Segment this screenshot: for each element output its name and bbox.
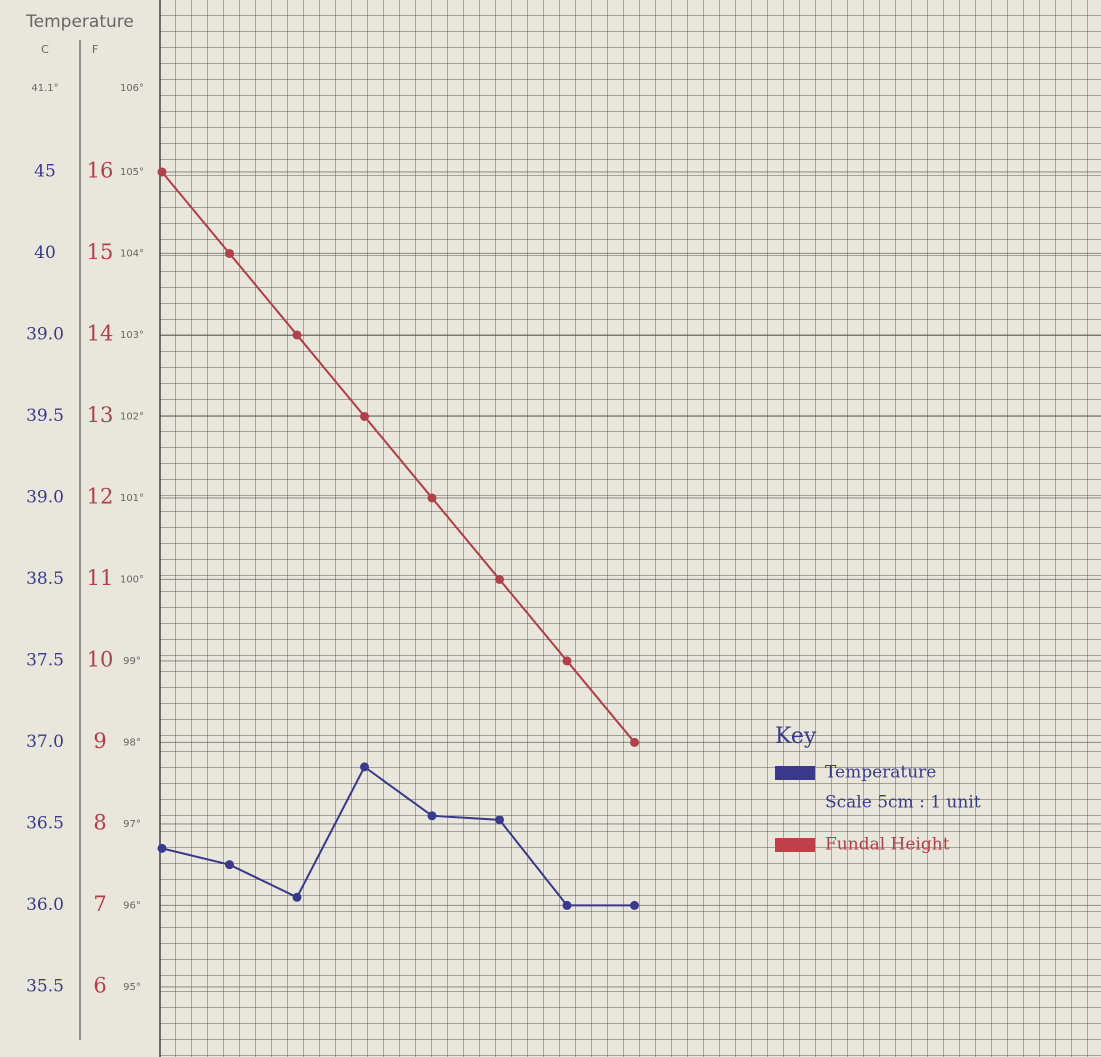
fahrenheit-label: 101°: [120, 493, 144, 504]
celsius-label: 38.5: [26, 569, 64, 589]
data-point: [428, 811, 437, 820]
fahrenheit-label: 103°: [120, 330, 144, 341]
data-point: [158, 167, 167, 176]
data-point: [158, 844, 167, 853]
celsius-label: 39.5: [26, 406, 64, 426]
y-tick-label: 14: [87, 321, 114, 345]
data-point: [225, 860, 234, 869]
legend-label: Temperature: [825, 763, 936, 783]
legend-title: Key: [775, 724, 817, 749]
fahrenheit-label: 105°: [120, 167, 144, 178]
fahrenheit-label: 98°: [123, 737, 141, 748]
celsius-label: 39.0: [26, 487, 64, 507]
fahrenheit-label: 102°: [120, 411, 144, 422]
legend-swatch: [775, 838, 815, 852]
celsius-label: 37.5: [26, 650, 64, 670]
legend-swatch: [775, 766, 815, 780]
y-tick-label: 6: [93, 973, 106, 997]
chart: Temperature C F 41.1° 106° Key Temperatu…: [0, 0, 1101, 1057]
celsius-label: 39.0: [26, 324, 64, 344]
top-celsius-label: 41.1°: [31, 83, 58, 94]
data-point: [563, 656, 572, 665]
fahrenheit-header: F: [92, 43, 98, 56]
legend-label: Fundal Height: [825, 835, 950, 855]
data-point: [630, 738, 639, 747]
celsius-label: 45: [34, 161, 56, 181]
celsius-label: 37.0: [26, 732, 64, 752]
celsius-header: C: [41, 43, 49, 56]
data-point: [293, 330, 302, 339]
y-tick-label: 7: [93, 892, 106, 916]
data-point: [428, 493, 437, 502]
y-tick-label: 13: [87, 403, 114, 427]
fahrenheit-label: 97°: [123, 819, 141, 830]
top-fahrenheit-label: 106°: [120, 83, 144, 94]
celsius-label: 36.5: [26, 813, 64, 833]
celsius-label: 40: [34, 243, 56, 263]
page: Temperature C F 41.1° 106° Key Temperatu…: [0, 0, 1101, 1057]
fahrenheit-label: 100°: [120, 574, 144, 585]
fahrenheit-label: 104°: [120, 248, 144, 259]
fahrenheit-label: 95°: [123, 982, 141, 993]
y-tick-label: 12: [87, 484, 114, 508]
chart-title: Temperature: [25, 12, 134, 32]
celsius-label: 36.0: [26, 895, 64, 915]
y-tick-label: 8: [93, 810, 106, 834]
data-point: [225, 249, 234, 258]
scale-note: Scale 5cm : 1 unit: [825, 793, 981, 813]
fahrenheit-label: 99°: [123, 656, 141, 667]
data-point: [495, 815, 504, 824]
y-tick-label: 16: [87, 158, 114, 182]
fahrenheit-label: 96°: [123, 900, 141, 911]
data-point: [630, 901, 639, 910]
data-point: [495, 575, 504, 584]
y-tick-label: 15: [87, 240, 114, 264]
data-point: [360, 762, 369, 771]
celsius-label: 35.5: [26, 976, 64, 996]
data-point: [293, 893, 302, 902]
y-tick-label: 11: [87, 566, 114, 590]
data-point: [563, 901, 572, 910]
y-tick-label: 9: [93, 729, 106, 753]
data-point: [360, 412, 369, 421]
y-tick-label: 10: [87, 647, 114, 671]
